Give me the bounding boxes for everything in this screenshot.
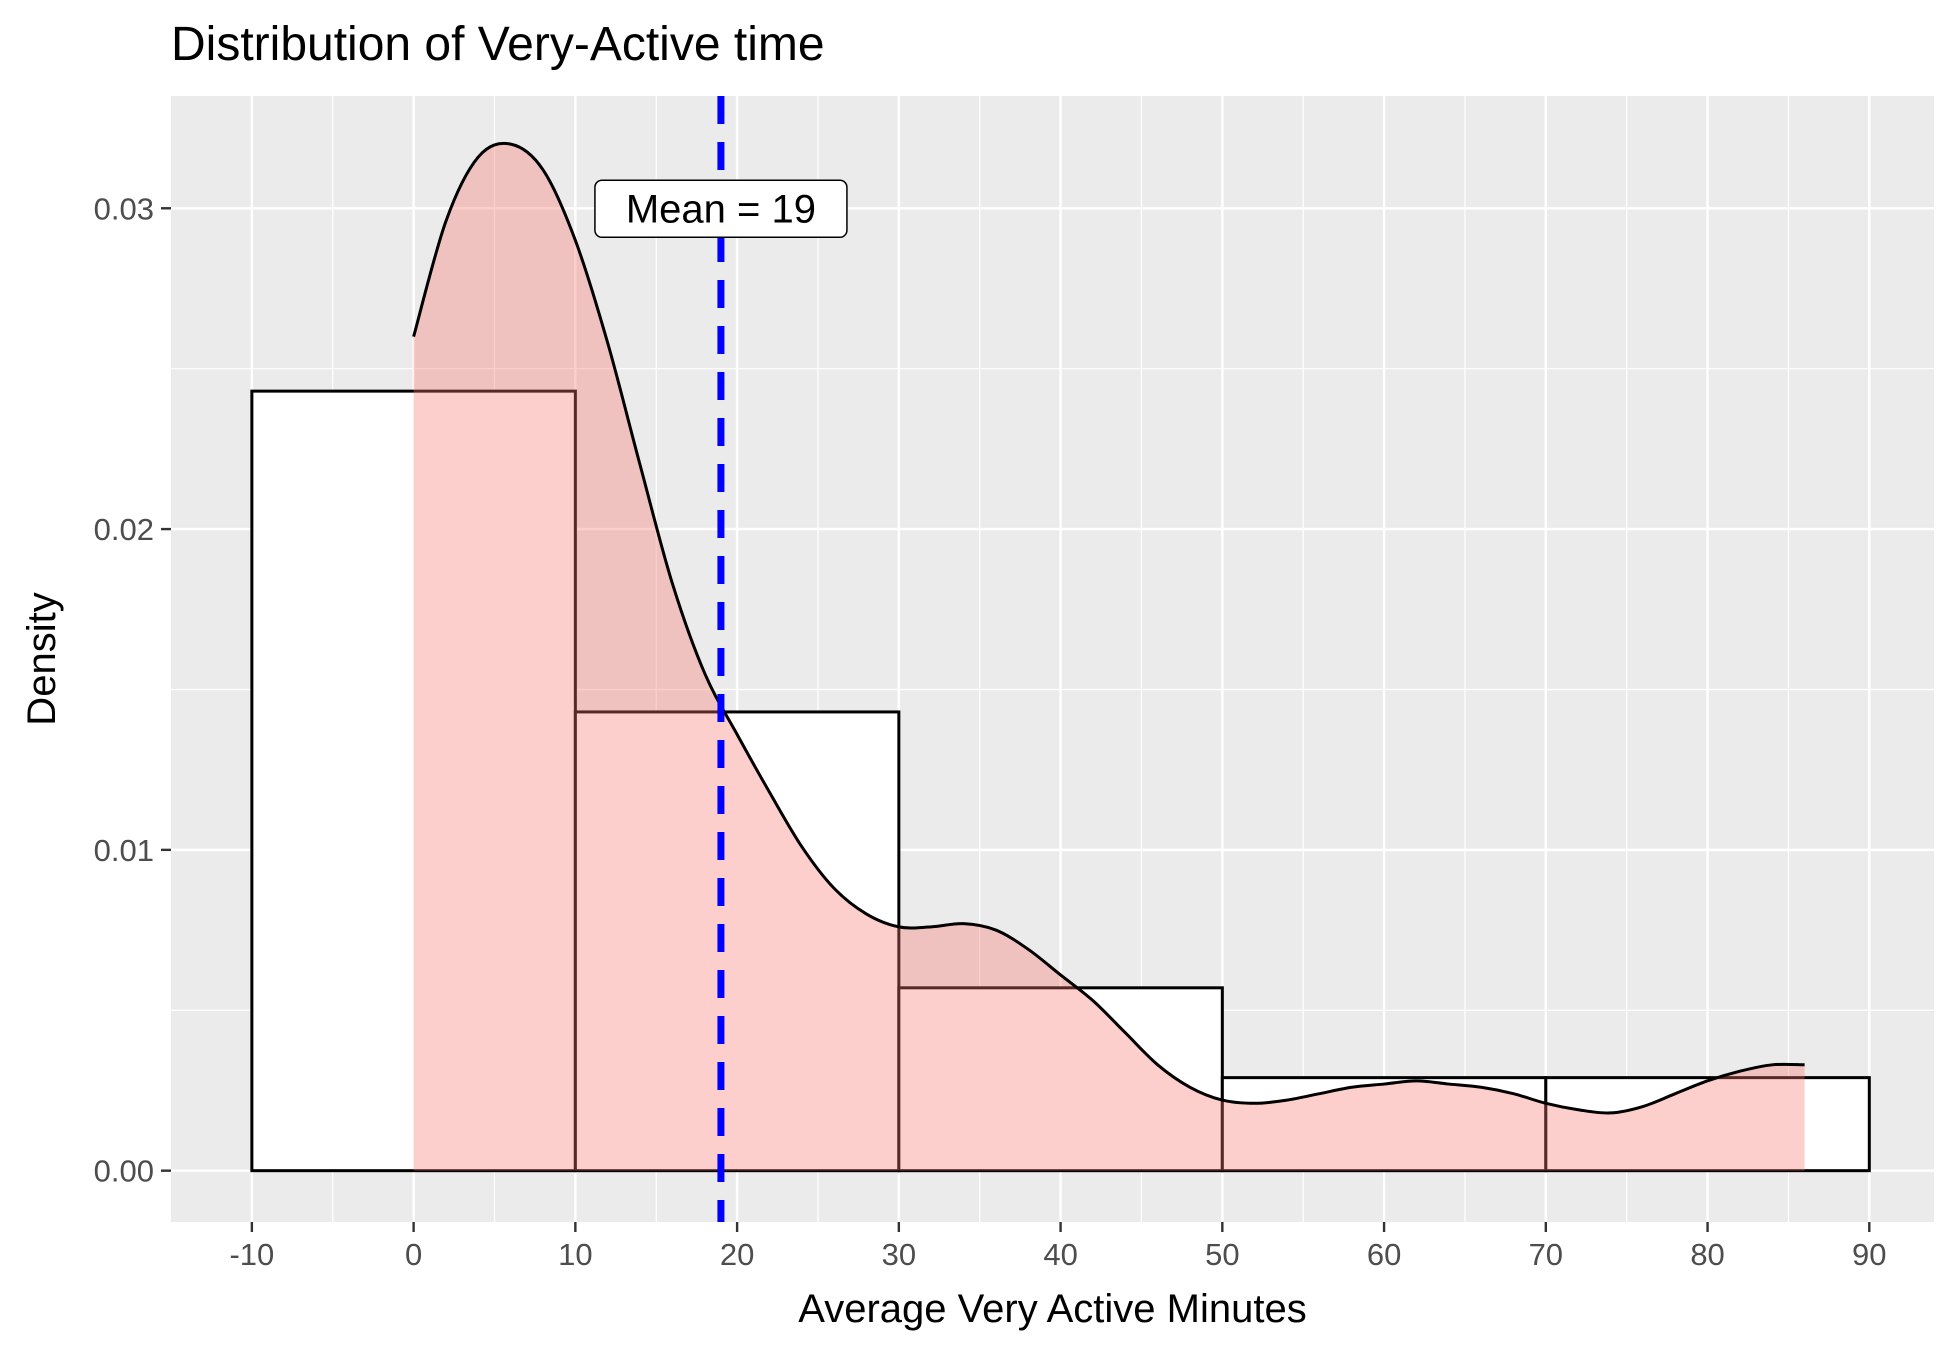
y-tick-label: 0.02 [94,512,154,547]
mean-annotation: Mean = 19 [594,179,848,239]
mean-annotation-label: Mean = 19 [626,187,816,231]
histogram-bar [250,389,577,1173]
y-tick-label: 0.00 [94,1154,154,1189]
x-tick-label: 40 [1043,1237,1077,1272]
x-tick-label: 10 [558,1237,592,1272]
mean-annotation-box [594,179,848,239]
y-tick-label: 0.03 [94,191,154,226]
histogram-bar [1544,1076,1871,1173]
y-tick-label: 0.01 [94,833,154,868]
chart-title: Distribution of Very-Active time [171,18,825,71]
x-tick-label: 70 [1529,1237,1563,1272]
histogram-bar [897,986,1224,1173]
x-tick-label: 60 [1367,1237,1401,1272]
x-tick-label: 50 [1205,1237,1239,1272]
x-tick-label: -10 [229,1237,274,1272]
x-tick-label: 90 [1852,1237,1886,1272]
histogram-bar [573,710,901,1173]
x-tick-label: 80 [1690,1237,1724,1272]
density-curve [412,141,1805,1115]
x-axis-title: Average Very Active Minutes [798,1287,1306,1331]
x-axis: -10 0 10 20 30 40 50 60 70 80 90 [229,1222,1887,1272]
y-axis: 0.00 0.01 0.02 0.03 [94,191,171,1189]
histogram-bars [250,389,1871,1173]
y-axis-title: Density [20,592,64,725]
x-tick-label: 30 [882,1237,916,1272]
density-area [413,143,1805,1171]
x-tick-label: 20 [720,1237,754,1272]
x-tick-label: 0 [405,1237,422,1272]
